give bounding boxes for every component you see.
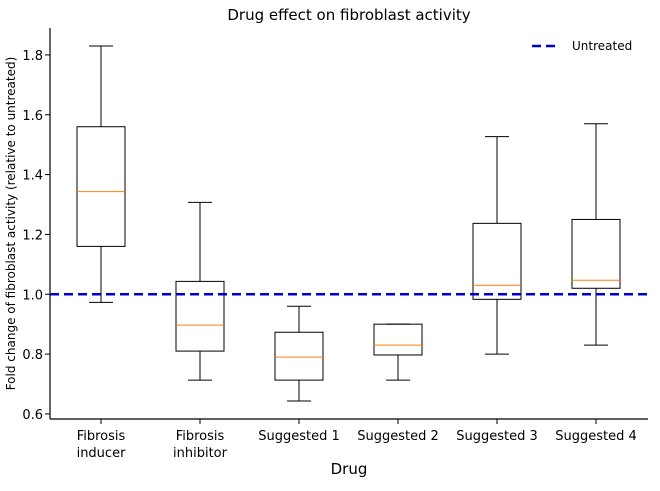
y-tick-label: 1.0 bbox=[22, 288, 43, 303]
box bbox=[274, 331, 324, 381]
y-tick-label: 0.6 bbox=[22, 408, 43, 423]
y-axis-label: Fold change of fibroblast activity (rela… bbox=[4, 57, 18, 391]
y-tick-label: 1.8 bbox=[22, 49, 43, 64]
x-tick-label: Fibrosis bbox=[176, 429, 225, 444]
x-tick-label: Suggested 2 bbox=[357, 429, 439, 444]
legend-label: Untreated bbox=[572, 39, 632, 53]
y-tick-label: 0.8 bbox=[22, 348, 43, 363]
y-tick-label: 1.4 bbox=[22, 169, 43, 184]
x-tick-label: Suggested 4 bbox=[555, 429, 637, 444]
box bbox=[571, 218, 621, 289]
box bbox=[472, 222, 522, 300]
box bbox=[373, 323, 423, 356]
x-tick-label: Suggested 1 bbox=[258, 429, 340, 444]
x-tick-label: inducer bbox=[77, 446, 126, 461]
x-tick-label: Fibrosis bbox=[77, 429, 126, 444]
x-axis-label: Drug bbox=[331, 460, 368, 478]
x-tick-label: Suggested 3 bbox=[456, 429, 538, 444]
box bbox=[76, 126, 126, 247]
y-tick-label: 1.2 bbox=[22, 228, 43, 243]
chart-title: Drug effect on fibroblast activity bbox=[227, 6, 470, 24]
x-tick-label: inhibitor bbox=[173, 446, 228, 461]
box bbox=[175, 280, 225, 352]
y-tick-label: 1.6 bbox=[22, 109, 43, 124]
